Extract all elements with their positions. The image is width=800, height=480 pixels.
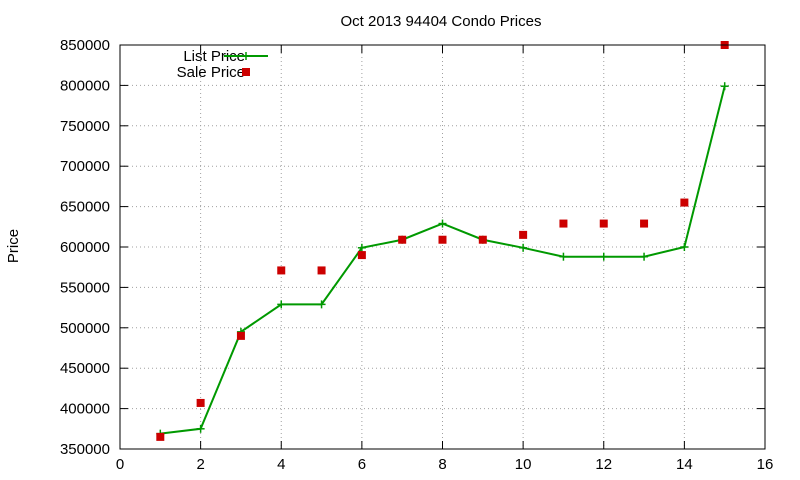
x-tick-label: 12	[595, 456, 612, 473]
list-price-point	[559, 252, 568, 261]
list-price-point	[317, 300, 326, 309]
list-price-point	[196, 424, 205, 433]
y-tick-label: 650000	[60, 199, 110, 216]
list-price-point	[599, 252, 608, 261]
y-tick-label: 750000	[60, 118, 110, 135]
sale-price-point	[478, 235, 487, 244]
x-tick-label: 2	[196, 456, 204, 473]
list-price-point	[519, 243, 528, 252]
list-price-point	[720, 82, 729, 91]
sale-price-point	[357, 251, 366, 260]
x-tick-label: 0	[116, 456, 124, 473]
sale-price-point	[398, 235, 407, 244]
y-tick-label: 400000	[60, 401, 110, 418]
y-tick-label: 350000	[60, 441, 110, 458]
sale-price-point	[438, 235, 447, 244]
legend-plus-marker	[242, 52, 250, 60]
list-price-point	[357, 243, 366, 252]
chart-title: Oct 2013 94404 Condo Prices	[341, 13, 542, 30]
x-tick-label: 16	[757, 456, 774, 473]
axis-ticks: 350000 400000 450000 500000 550000 600000 6500…	[60, 37, 773, 473]
series	[156, 41, 729, 441]
legend-label: List Price	[183, 48, 245, 65]
sale-price-point	[236, 331, 245, 340]
y-tick-label: 800000	[60, 77, 110, 94]
sale-price-point	[277, 266, 286, 275]
plot-frame	[119, 44, 766, 450]
legend-label: Sale Price	[177, 64, 245, 81]
x-tick-label: 8	[438, 456, 446, 473]
x-tick-label: 14	[676, 456, 693, 473]
y-tick-label: 550000	[60, 279, 110, 296]
y-tick-label: 500000	[60, 320, 110, 337]
y-tick-label: 450000	[60, 360, 110, 377]
x-tick-label: 10	[515, 456, 532, 473]
x-tick-label: 6	[358, 456, 366, 473]
y-tick-label: 700000	[60, 158, 110, 175]
sale-price-point	[599, 219, 608, 228]
list-price-point	[277, 300, 286, 309]
list-price-point	[640, 252, 649, 261]
sale-price-point	[317, 266, 326, 275]
y-axis-label: Price	[5, 229, 22, 263]
sale-price-point	[680, 198, 689, 207]
list-price-point	[680, 243, 689, 251]
sale-price-point	[156, 432, 165, 441]
sale-price-point	[519, 230, 528, 239]
grid	[120, 45, 765, 449]
list-price-point	[438, 219, 447, 228]
sale-price-point	[559, 219, 568, 228]
y-tick-label: 600000	[60, 239, 110, 256]
y-tick-label: 850000	[60, 37, 110, 54]
sale-price-point	[196, 398, 205, 407]
sale-price-point	[640, 219, 649, 228]
x-tick-label: 4	[277, 456, 285, 473]
legend-square-marker	[242, 68, 250, 76]
